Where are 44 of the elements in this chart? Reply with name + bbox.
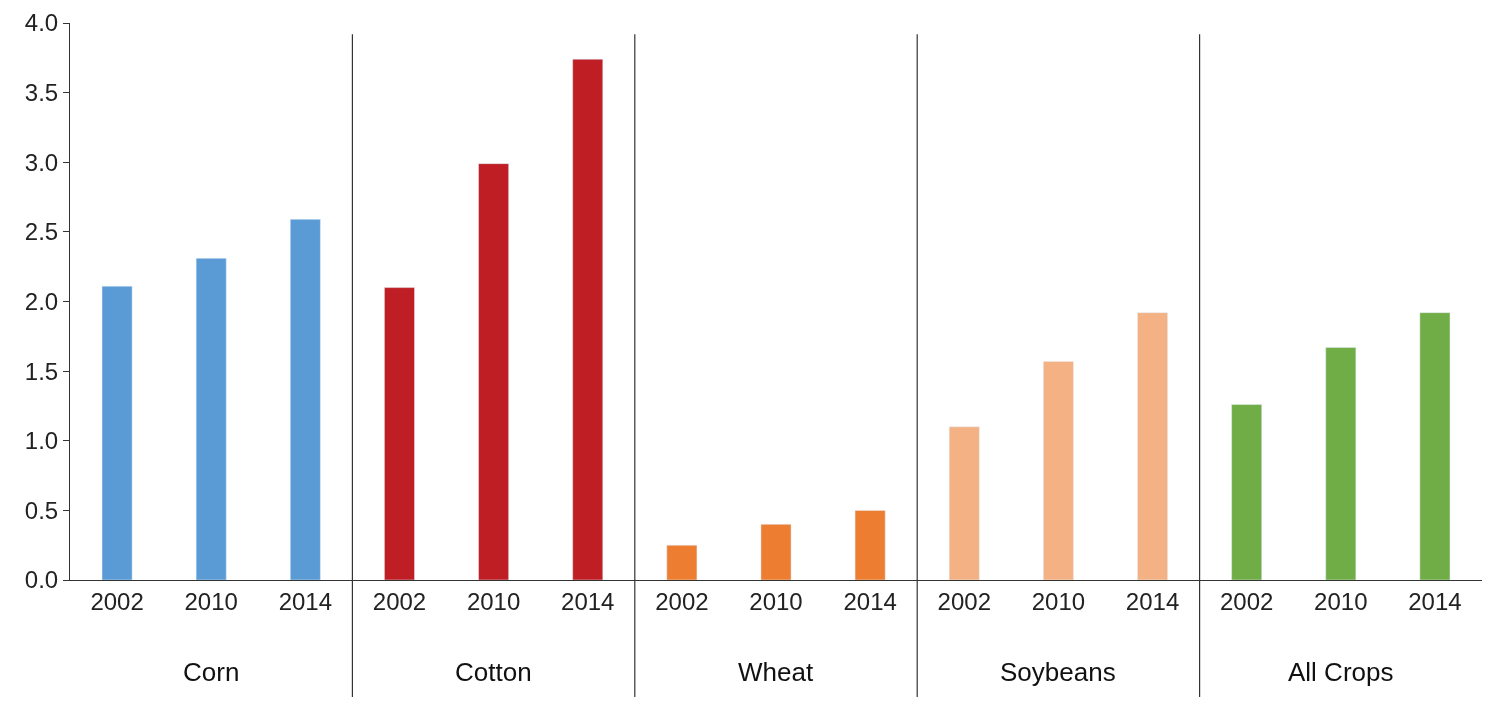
x-tick-label: 2014 bbox=[843, 587, 897, 615]
y-tick-label: 1.5 bbox=[24, 357, 59, 385]
text: Corn bbox=[183, 657, 240, 687]
y-tick-label: 1.0 bbox=[24, 427, 59, 455]
y-tick-label: 0.0 bbox=[24, 566, 59, 594]
x-tick-label: 2002 bbox=[90, 587, 144, 615]
text: Soybeans bbox=[1000, 657, 1116, 687]
bar bbox=[1231, 404, 1262, 580]
x-tick-label: 2010 bbox=[1314, 587, 1368, 615]
y-tick-label: 2.5 bbox=[24, 218, 59, 246]
x-tick-label: 2002 bbox=[655, 587, 709, 615]
bar bbox=[854, 510, 886, 580]
bar bbox=[1419, 312, 1451, 580]
x-tick-label: 2014 bbox=[1408, 587, 1462, 615]
text: All Crops bbox=[1288, 657, 1394, 687]
text: Wheat bbox=[738, 657, 814, 687]
bar bbox=[948, 426, 980, 580]
bar bbox=[478, 163, 509, 580]
bar bbox=[384, 287, 415, 580]
x-tick-label: 2014 bbox=[561, 587, 615, 615]
y-tick-label: 0.5 bbox=[24, 496, 59, 524]
bar bbox=[760, 524, 792, 580]
bar bbox=[1325, 347, 1357, 580]
bar bbox=[572, 58, 604, 580]
x-tick-label: 2002 bbox=[937, 587, 991, 615]
bar bbox=[195, 258, 227, 580]
y-tick-label: 4.0 bbox=[24, 9, 59, 37]
bar bbox=[666, 544, 698, 580]
bar bbox=[1137, 312, 1168, 580]
y-tick-label: 3.0 bbox=[24, 148, 59, 176]
x-tick-label: 2014 bbox=[278, 587, 333, 615]
x-tick-label: 2002 bbox=[1219, 587, 1274, 615]
bar bbox=[290, 219, 321, 580]
x-tick-label: 2014 bbox=[1125, 587, 1180, 615]
bar bbox=[1043, 361, 1074, 580]
y-tick-label: 3.5 bbox=[24, 79, 59, 107]
text: Cotton bbox=[455, 657, 532, 687]
y-tick-label: 2.0 bbox=[24, 287, 59, 315]
bar bbox=[101, 285, 133, 580]
x-tick-label: 2010 bbox=[184, 587, 238, 615]
x-tick-label: 2010 bbox=[749, 587, 803, 615]
x-tick-label: 2010 bbox=[1031, 587, 1086, 615]
x-tick-label: 2010 bbox=[466, 587, 521, 615]
x-tick-label: 2002 bbox=[372, 587, 427, 615]
